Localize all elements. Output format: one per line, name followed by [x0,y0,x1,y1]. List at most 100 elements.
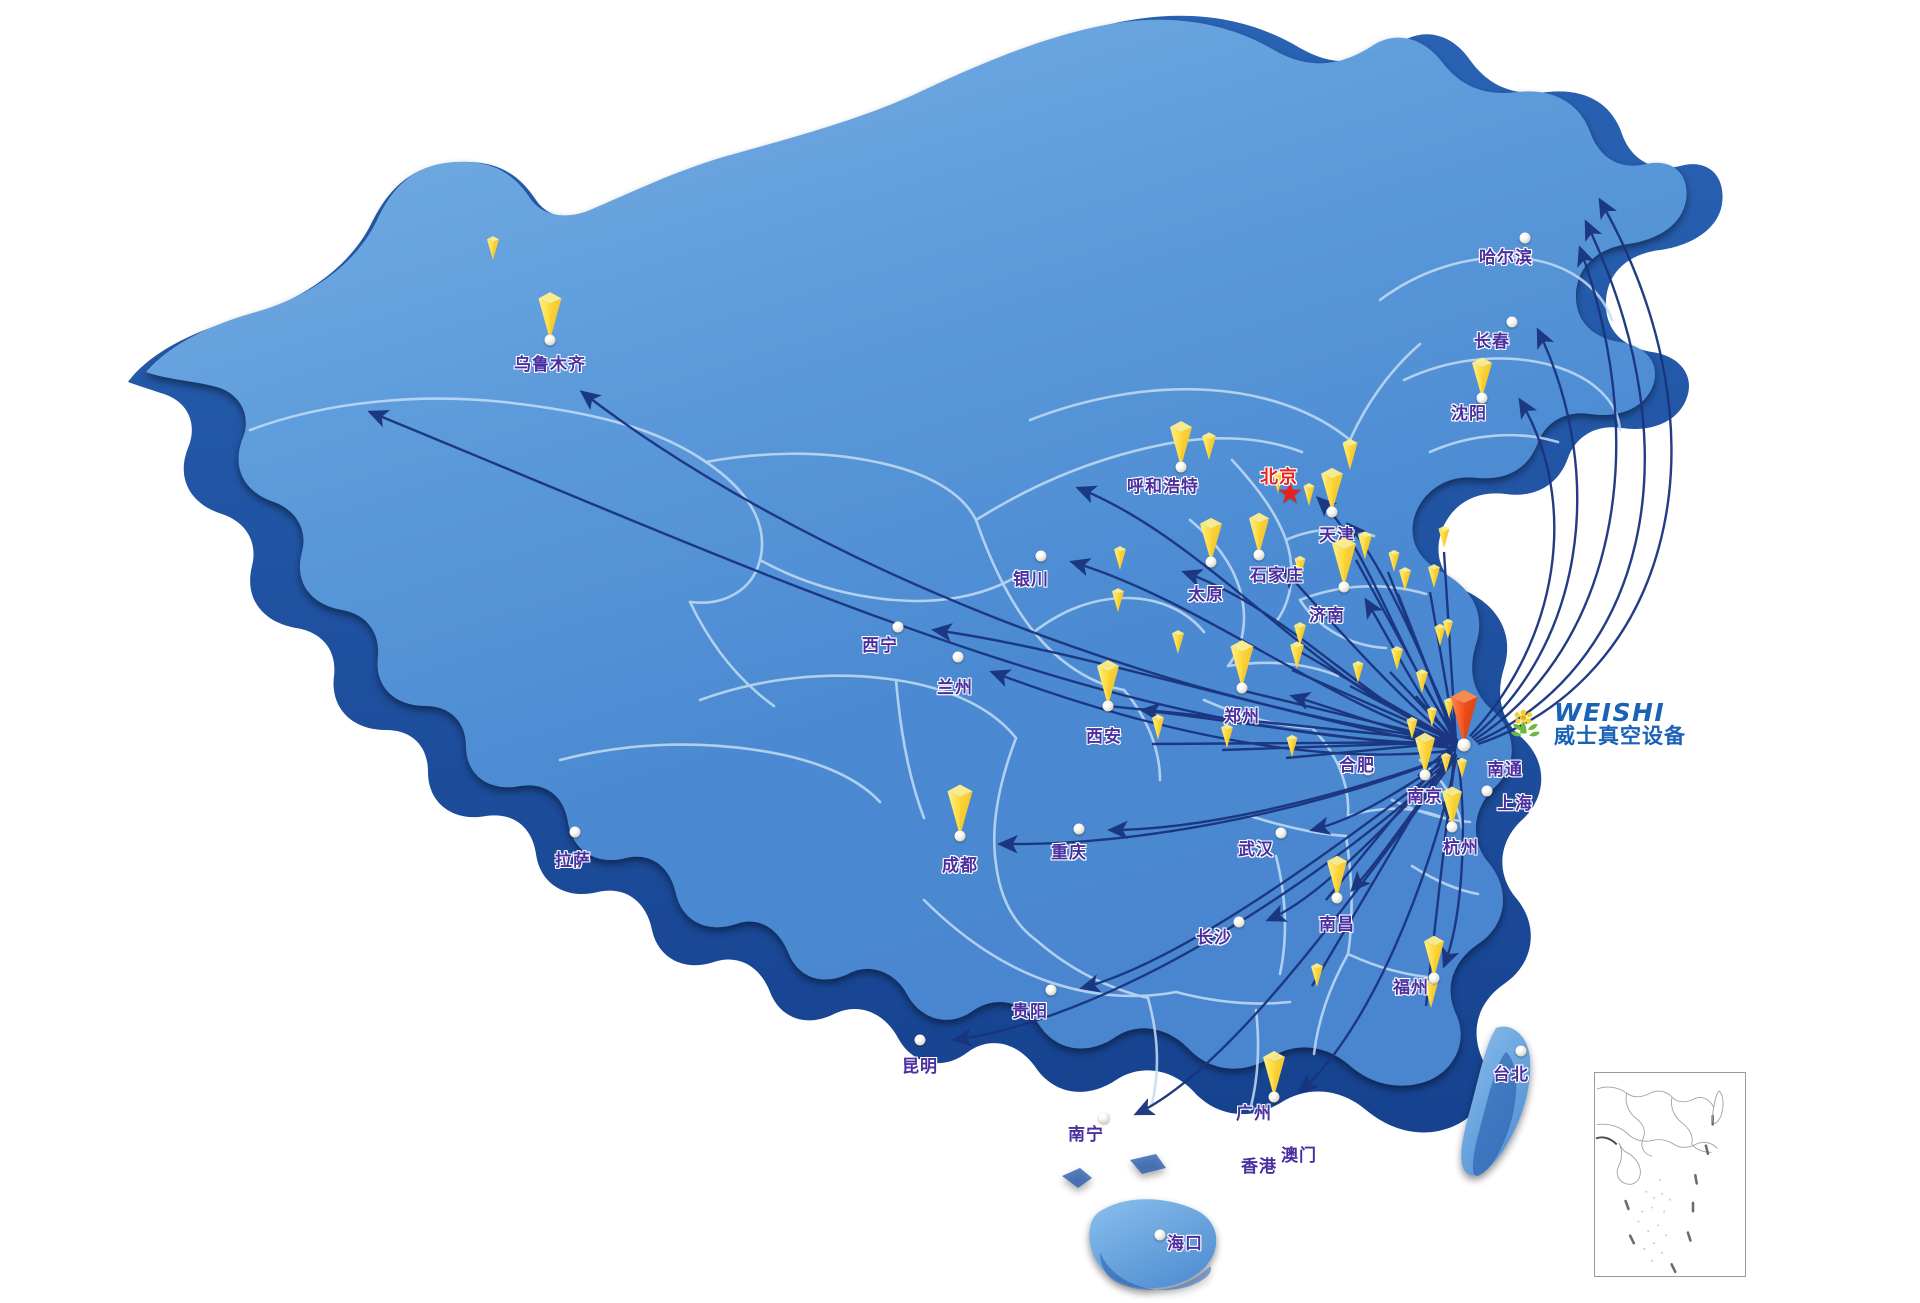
city-label-乌鲁木齐[interactable]: 乌鲁木齐 [514,355,586,375]
distributor-marker-9[interactable] [1396,565,1415,591]
distributor-marker-7[interactable] [1354,529,1376,559]
city-dot-兰州[interactable] [952,651,964,663]
city-label-银川[interactable]: 银川 [1013,570,1049,590]
distributor-marker-23[interactable] [1424,705,1440,727]
distributor-marker-11[interactable] [1109,586,1128,612]
city-label-台北[interactable]: 台北 [1493,1065,1529,1085]
city-dot-拉萨[interactable] [569,826,581,838]
hub-dot-nantong[interactable] [1457,738,1471,752]
distributor-marker-12[interactable] [1292,554,1309,578]
city-label-广州[interactable]: 广州 [1236,1104,1272,1124]
city-dot-济南[interactable] [1338,581,1350,593]
city-dot-昆明[interactable] [914,1034,926,1046]
distributor-marker-8[interactable] [1386,548,1403,572]
city-label-重庆[interactable]: 重庆 [1051,843,1087,863]
city-marker-cone-成都[interactable] [940,780,980,836]
city-dot-广州[interactable] [1268,1091,1280,1103]
city-label-成都[interactable]: 成都 [942,856,978,876]
city-label-郑州[interactable]: 郑州 [1224,707,1260,727]
distributor-marker-26[interactable] [1454,756,1470,778]
city-marker-cone-南昌[interactable] [1321,852,1354,898]
distributor-marker-1[interactable] [1198,430,1220,460]
city-label-nantong-hub[interactable]: 南通 [1487,760,1523,780]
city-dot-石家庄[interactable] [1253,549,1265,561]
distributor-marker-0[interactable] [484,234,503,260]
hub-marker-cone-nantong[interactable] [1443,685,1486,745]
city-marker-cone-福州[interactable] [1418,932,1451,978]
weishi-logo[interactable]: WEISHI 威士真空设备 [1505,700,1686,747]
distributor-marker-13[interactable] [1291,620,1310,646]
city-label-兰州[interactable]: 兰州 [937,678,973,698]
distributor-marker-4[interactable] [1300,481,1318,506]
city-label-昆明[interactable]: 昆明 [902,1057,938,1077]
south-china-sea-inset-map[interactable] [1594,1072,1746,1277]
city-label-福州[interactable]: 福州 [1393,978,1429,998]
city-marker-cone-郑州[interactable] [1224,636,1261,688]
distributor-marker-15[interactable] [1286,639,1308,669]
city-dot-杭州[interactable] [1446,821,1458,833]
city-label-石家庄[interactable]: 石家庄 [1250,566,1304,586]
distributor-marker-25[interactable] [1438,751,1454,773]
city-label-海口[interactable]: 海口 [1167,1234,1203,1254]
city-marker-cone-广州[interactable] [1256,1047,1292,1097]
city-dot-长春[interactable] [1506,316,1518,328]
city-label-西安[interactable]: 西安 [1086,727,1122,747]
distributor-marker-24[interactable] [1441,696,1457,718]
city-marker-cone-太原[interactable] [1194,514,1229,562]
distributor-marker-21[interactable] [1284,733,1301,757]
city-dot-呼和浩特[interactable] [1175,461,1187,473]
city-label-合肥[interactable]: 合肥 [1339,756,1375,776]
city-label-南昌[interactable]: 南昌 [1319,915,1355,935]
city-dot-银川[interactable] [1035,550,1047,562]
distributor-marker-19[interactable] [1432,622,1449,646]
city-label-呼和浩特[interactable]: 呼和浩特 [1127,477,1199,497]
city-dot-西安[interactable] [1102,700,1114,712]
city-label-济南[interactable]: 济南 [1309,606,1345,626]
distributor-marker-27[interactable] [1440,617,1456,639]
city-dot-台北[interactable] [1515,1045,1527,1057]
city-label-澳门[interactable]: 澳门 [1281,1146,1317,1166]
city-label-beijing[interactable]: 北京 [1260,467,1298,488]
city-marker-cone-乌鲁木齐[interactable] [532,288,569,340]
distributor-marker-6[interactable] [1111,544,1130,570]
city-label-香港[interactable]: 香港 [1241,1157,1277,1177]
city-label-太原[interactable]: 太原 [1188,585,1224,605]
city-dot-南宁[interactable] [1098,1112,1110,1124]
city-marker-cone-西安[interactable] [1090,656,1126,706]
city-dot-成都[interactable] [954,830,966,842]
distributor-marker-22[interactable] [1404,715,1421,739]
city-label-长沙[interactable]: 长沙 [1196,928,1232,948]
city-label-长春[interactable]: 长春 [1474,332,1510,352]
city-dot-福州[interactable] [1428,972,1440,984]
city-dot-南京[interactable] [1419,769,1431,781]
city-marker-cone-呼和浩特[interactable] [1163,417,1199,467]
city-marker-cone-南京[interactable] [1409,729,1442,775]
city-dot-贵阳[interactable] [1045,984,1057,996]
distributor-marker-28[interactable] [1308,961,1327,987]
distributor-marker-2[interactable] [1338,436,1362,470]
distributor-marker-3[interactable] [1270,469,1287,493]
city-label-贵阳[interactable]: 贵阳 [1012,1002,1048,1022]
city-label-杭州[interactable]: 杭州 [1443,838,1479,858]
city-label-南宁[interactable]: 南宁 [1068,1125,1104,1145]
city-label-南京[interactable]: 南京 [1407,787,1443,807]
distributor-marker-16[interactable] [1350,659,1367,683]
city-marker-cone-石家庄[interactable] [1243,509,1276,555]
city-dot-郑州[interactable] [1236,682,1248,694]
city-dot-沈阳[interactable] [1476,392,1488,404]
distributor-marker-18[interactable] [1413,667,1432,693]
city-marker-cone-杭州[interactable] [1436,783,1468,827]
city-dot-重庆[interactable] [1073,823,1085,835]
city-marker-cone-天津[interactable] [1315,464,1350,512]
city-dot-乌鲁木齐[interactable] [544,334,556,346]
city-marker-cone-沈阳[interactable] [1466,354,1498,398]
distributor-marker-14[interactable] [1169,628,1188,654]
distributor-marker-10[interactable] [1425,562,1444,588]
city-label-武汉[interactable]: 武汉 [1238,840,1274,860]
city-dot-西宁[interactable] [892,621,904,633]
city-dot-太原[interactable] [1205,556,1217,568]
city-label-西宁[interactable]: 西宁 [862,636,898,656]
city-dot-海口[interactable] [1154,1229,1166,1241]
city-dot-长沙[interactable] [1233,916,1245,928]
city-dot-南昌[interactable] [1331,892,1343,904]
